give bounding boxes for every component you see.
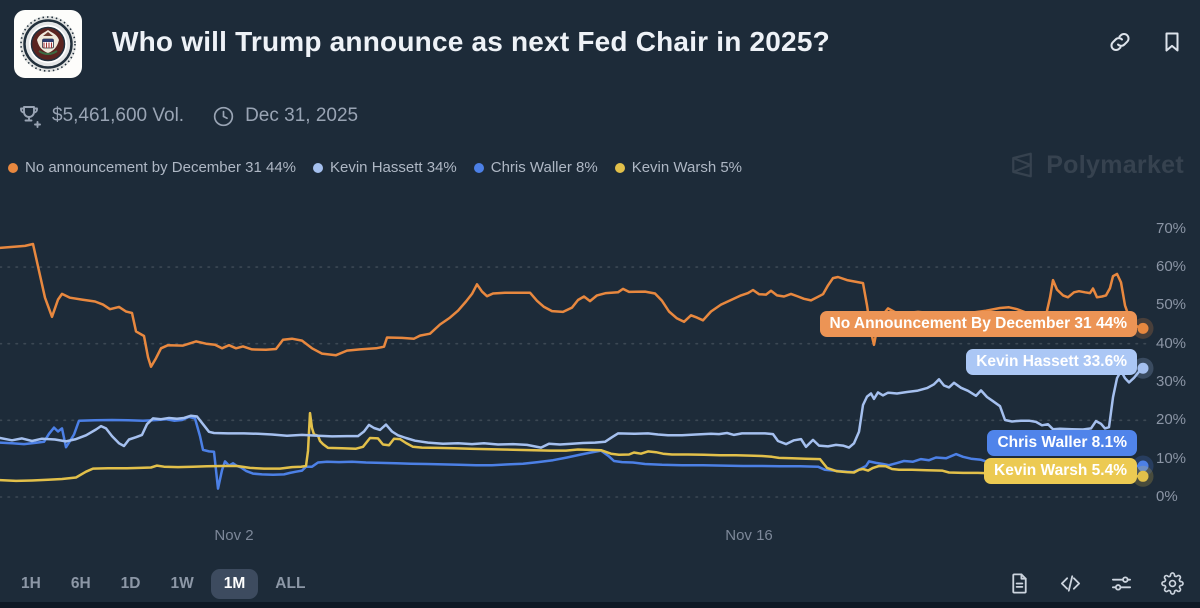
y-axis-label: 0%	[1156, 488, 1178, 505]
federal-reserve-seal-icon	[20, 16, 76, 72]
y-axis-label: 50%	[1156, 296, 1187, 314]
badge-kevin-hassett: Kevin Hassett 33.6%	[966, 349, 1137, 375]
legend-dot-orange	[8, 162, 18, 173]
badge-no-announcement: No Announcement By December 31 44%	[819, 311, 1137, 337]
timeframe-1m[interactable]: 1M	[210, 569, 259, 599]
chart-legend: No announcement by December 31 44% Kevin…	[8, 159, 742, 176]
link-icon[interactable]	[1108, 30, 1132, 54]
trophy-icon[interactable]	[16, 103, 42, 129]
current-value-dot	[1137, 362, 1149, 374]
current-value-dot	[1137, 470, 1149, 482]
timeframe-all[interactable]: ALL	[262, 569, 318, 599]
y-axis-label: 40%	[1156, 334, 1187, 352]
y-axis-label: 20%	[1156, 411, 1187, 429]
timeframe-1h[interactable]: 1H	[8, 569, 54, 599]
legend-item-no-announcement[interactable]: No announcement by December 31 44%	[8, 159, 296, 176]
sliders-icon[interactable]	[1110, 572, 1133, 595]
x-axis-label-nov-16: Nov 16	[725, 527, 773, 544]
market-logo	[14, 10, 82, 78]
watermark-text: Polymarket	[1046, 150, 1184, 179]
volume-value: $5,461,600 Vol.	[52, 105, 185, 126]
timeframe-1d[interactable]: 1D	[108, 569, 154, 599]
badge-chris-waller: Chris Waller 8.1%	[987, 430, 1137, 456]
chart-line-chris-waller	[0, 415, 1147, 490]
legend-label: Chris Waller 8%	[490, 159, 598, 176]
timeframe-1w[interactable]: 1W	[157, 569, 206, 599]
legend-dot-blue	[473, 162, 484, 173]
page-bottom-edge	[0, 602, 1200, 608]
y-axis-label: 10%	[1156, 449, 1187, 467]
bookmark-icon[interactable]	[1160, 30, 1184, 54]
chart-tools	[1008, 572, 1184, 595]
legend-item-kevin-warsh[interactable]: Kevin Warsh 5%	[614, 159, 743, 176]
chart-line-kevin-hassett	[0, 366, 1147, 449]
polymarket-watermark: Polymarket	[1007, 150, 1184, 180]
current-value-dot	[1137, 322, 1149, 334]
timeframe-selector: 1H 6H 1D 1W 1M ALL	[8, 569, 318, 599]
y-axis-label: 30%	[1156, 373, 1187, 390]
document-icon[interactable]	[1008, 572, 1031, 595]
clock-icon	[213, 106, 234, 126]
code-icon[interactable]	[1059, 572, 1082, 595]
y-axis-label: 70%	[1156, 219, 1187, 237]
gear-icon[interactable]	[1161, 572, 1184, 595]
y-axis-label: 60%	[1156, 258, 1187, 276]
timeframe-6h[interactable]: 6H	[58, 569, 104, 599]
legend-dot-lightblue	[313, 162, 323, 173]
current-value-dot	[1137, 460, 1149, 472]
x-axis-label-nov-2: Nov 2	[214, 527, 254, 544]
market-stats: $5,461,600 Vol. Dec 31, 2025	[16, 103, 358, 129]
badge-kevin-warsh: Kevin Warsh 5.4%	[984, 458, 1137, 484]
legend-label: No announcement by December 31 44%	[25, 159, 296, 176]
legend-dot-yellow	[614, 162, 625, 173]
page-title: Who will Trump announce as next Fed Chai…	[112, 26, 830, 57]
legend-item-kevin-hassett[interactable]: Kevin Hassett 34%	[313, 159, 457, 176]
legend-item-chris-waller[interactable]: Chris Waller 8%	[473, 159, 598, 176]
end-date: Dec 31, 2025	[245, 105, 359, 126]
polymarket-logo-icon	[1012, 152, 1033, 178]
chart-line-kevin-warsh	[0, 411, 1147, 483]
legend-label: Kevin Hassett 34%	[330, 159, 457, 176]
legend-label: Kevin Warsh 5%	[631, 159, 743, 176]
